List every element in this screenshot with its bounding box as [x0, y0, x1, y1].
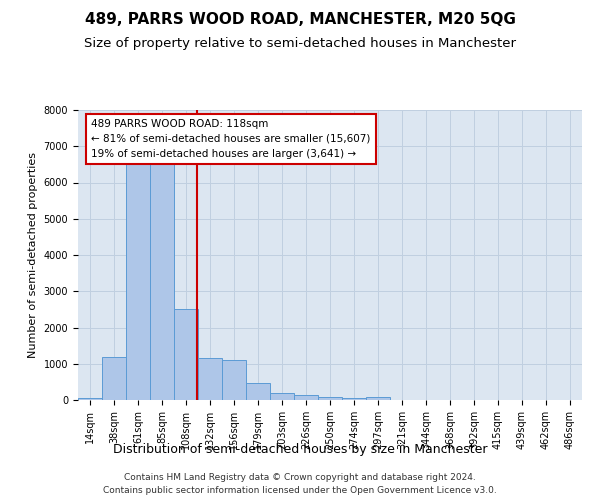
Bar — [366, 397, 390, 400]
Bar — [78, 398, 102, 400]
Bar — [126, 164, 150, 400]
Text: 489 PARRS WOOD ROAD: 118sqm
← 81% of semi-detached houses are smaller (15,607)
1: 489 PARRS WOOD ROAD: 118sqm ← 81% of sem… — [91, 119, 371, 158]
Bar — [174, 310, 198, 400]
Bar — [270, 393, 294, 400]
Text: Size of property relative to semi-detached houses in Manchester: Size of property relative to semi-detach… — [84, 38, 516, 51]
Y-axis label: Number of semi-detached properties: Number of semi-detached properties — [28, 152, 38, 358]
Text: 489, PARRS WOOD ROAD, MANCHESTER, M20 5QG: 489, PARRS WOOD ROAD, MANCHESTER, M20 5Q… — [85, 12, 515, 28]
Bar — [222, 360, 246, 400]
Text: Contains public sector information licensed under the Open Government Licence v3: Contains public sector information licen… — [103, 486, 497, 495]
Bar — [102, 356, 126, 400]
Text: Distribution of semi-detached houses by size in Manchester: Distribution of semi-detached houses by … — [113, 442, 487, 456]
Text: Contains HM Land Registry data © Crown copyright and database right 2024.: Contains HM Land Registry data © Crown c… — [124, 472, 476, 482]
Bar — [246, 382, 270, 400]
Bar — [318, 397, 342, 400]
Bar — [294, 396, 318, 400]
Bar — [198, 358, 222, 400]
Bar — [342, 398, 366, 400]
Bar — [150, 159, 174, 400]
